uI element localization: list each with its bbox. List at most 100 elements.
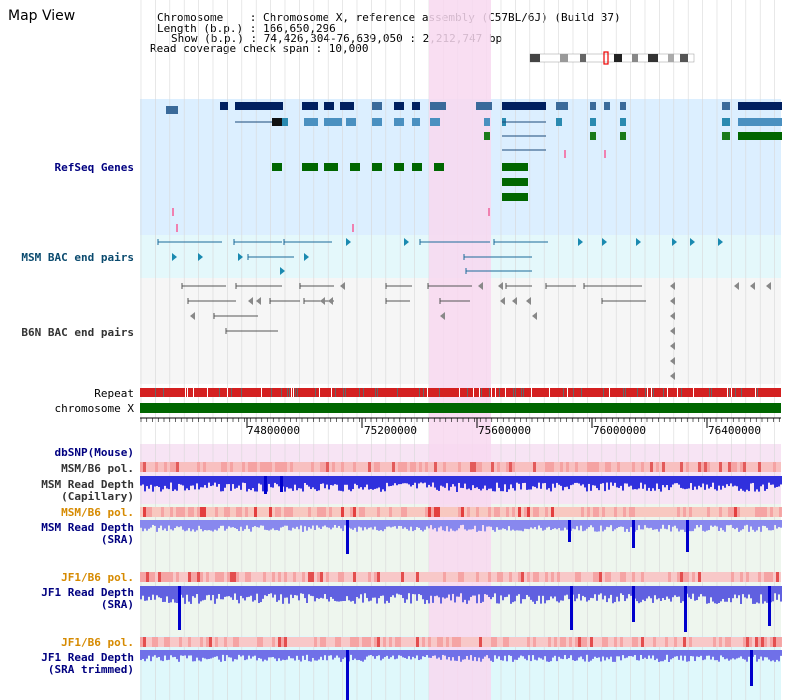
track-label-msm-b6-pol[interactable]: MSM/B6 pol. [61, 462, 134, 475]
depth-bar [766, 476, 768, 490]
depth-bar [178, 520, 180, 528]
depth-bar [372, 586, 374, 598]
track-label-jf1-b6-pol-trimmed[interactable]: JF1/B6 pol. [61, 636, 134, 649]
pol-cell [770, 507, 773, 517]
depth-bar [198, 520, 200, 526]
depth-spike [684, 586, 687, 632]
depth-bar [258, 520, 260, 528]
depth-bar [648, 476, 650, 488]
depth-bar [544, 650, 546, 657]
track-label-jf1-depth-trimmed[interactable]: JF1 Read Depth [41, 651, 134, 664]
track-label-b6n-bac[interactable]: B6N BAC end pairs [21, 326, 134, 339]
pol-cell [458, 637, 461, 647]
repeat-gap [219, 388, 220, 397]
pol-cell [629, 507, 632, 517]
depth-bar [532, 650, 534, 656]
repeat-gap [419, 388, 420, 397]
depth-bar [618, 586, 620, 602]
depth-bar [624, 476, 626, 484]
depth-bar [406, 520, 408, 530]
depth-bar [394, 476, 396, 484]
repeat-gap [185, 388, 186, 397]
depth-bar [732, 586, 734, 599]
depth-bar [618, 520, 620, 527]
depth-bar [160, 586, 162, 599]
depth-bar [392, 476, 394, 486]
pol-cell [689, 507, 692, 517]
depth-bar [388, 650, 390, 659]
depth-bar [648, 650, 650, 656]
depth-bar [354, 476, 356, 484]
pol-cell [563, 637, 566, 647]
pol-cell [605, 572, 608, 582]
depth-bar [150, 476, 152, 485]
track-label-msm-depth-sra[interactable]: MSM Read Depth [41, 521, 134, 534]
depth-bar [168, 520, 170, 526]
depth-bar [774, 586, 776, 594]
depth-bar [278, 650, 280, 659]
depth-spike [264, 476, 267, 494]
b6n-bac-end-marker [670, 342, 675, 350]
depth-spike [632, 520, 635, 548]
pol-cell [284, 637, 287, 647]
depth-bar [436, 650, 438, 659]
depth-bar [476, 586, 478, 604]
depth-bar [410, 520, 412, 527]
pol-cell [578, 572, 581, 582]
depth-bar [246, 520, 248, 526]
depth-bar [402, 650, 404, 658]
depth-bar [232, 586, 234, 600]
depth-bar [592, 650, 594, 659]
depth-bar [780, 586, 782, 602]
depth-bar [772, 476, 774, 485]
repeat-gap [735, 388, 736, 397]
pol-cell [506, 507, 509, 517]
depth-bar [748, 586, 750, 595]
depth-bar [544, 586, 546, 604]
pol-cell [203, 507, 206, 517]
depth-bar [188, 586, 190, 602]
depth-bar [512, 586, 514, 603]
pol-cell [338, 572, 341, 582]
depth-bar [720, 650, 722, 656]
depth-bar [734, 520, 736, 530]
depth-bar [756, 476, 758, 490]
depth-bar [716, 476, 718, 491]
pol-cell [518, 507, 521, 517]
repeat-gap [427, 388, 428, 397]
depth-bar [448, 586, 450, 595]
depth-bar [658, 476, 660, 490]
track-label-refseq[interactable]: RefSeq Genes [54, 161, 134, 174]
pol-cell [779, 507, 782, 517]
depth-bar [668, 586, 670, 599]
depth-bar [206, 650, 208, 660]
track-label-msm-bac[interactable]: MSM BAC end pairs [21, 251, 134, 264]
track-label-dbsnp[interactable]: dbSNP(Mouse) [54, 446, 134, 459]
depth-bar [266, 520, 268, 531]
pol-cell [674, 637, 677, 647]
track-label-msm-depth-capillary[interactable]: MSM Read Depth [41, 478, 134, 491]
depth-bar [178, 650, 180, 662]
depth-bar [420, 586, 422, 596]
gene-exon [324, 102, 334, 110]
track-label-jf1-depth-sra[interactable]: JF1 Read Depth [41, 586, 134, 599]
depth-bar [264, 650, 266, 660]
track-label-msm-b6-pol-sra[interactable]: MSM/B6 pol. [61, 506, 134, 519]
depth-bar [312, 586, 314, 597]
depth-bar [670, 586, 672, 602]
depth-bar [270, 650, 272, 658]
depth-bar [216, 520, 218, 531]
track-label-msm-sra-suffix: (SRA) [100, 533, 134, 546]
pol-cell [287, 507, 290, 517]
depth-bar [306, 476, 308, 485]
depth-bar [438, 586, 440, 598]
depth-bar [204, 586, 206, 600]
depth-bar [628, 586, 630, 595]
depth-bar [348, 476, 350, 490]
gene-exon [412, 102, 420, 110]
repeat-gap [731, 388, 732, 397]
track-label-jf1-b6-pol[interactable]: JF1/B6 pol. [61, 571, 134, 584]
depth-bar [140, 650, 142, 661]
gene-exon [302, 163, 318, 171]
